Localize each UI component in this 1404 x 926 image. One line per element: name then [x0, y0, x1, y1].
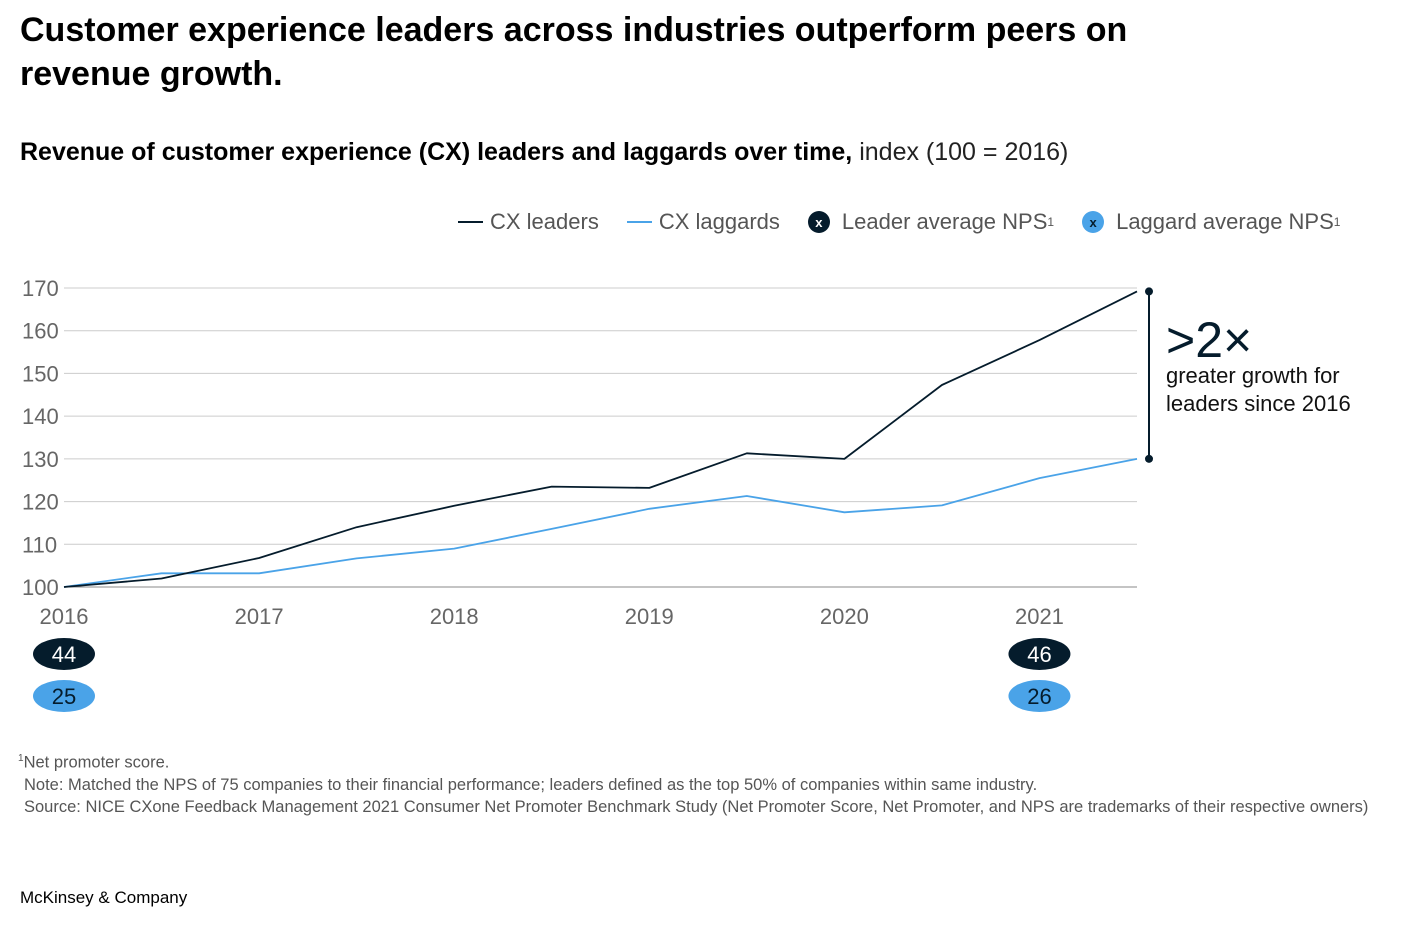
- chart-series: [63, 290, 1138, 588]
- callout-multiplier: >2×: [1166, 312, 1253, 368]
- legend-item-laggards: CX laggards: [626, 209, 780, 235]
- legend-sup-laggard: 1: [1333, 215, 1341, 229]
- footnote-1-text: Net promoter score.: [23, 753, 170, 772]
- x-tick-label: 2017: [235, 604, 284, 629]
- footnote-1: 1Net promoter score.: [18, 748, 1378, 774]
- y-tick-label: 150: [22, 361, 59, 386]
- x-tick-label: 2020: [820, 604, 869, 629]
- chart-subtitle: Revenue of customer experience (CX) lead…: [20, 138, 1068, 167]
- leaders-line: [63, 290, 1138, 588]
- laggard-nps-value: 25: [52, 684, 76, 709]
- brand-logo-text: McKinsey & Company: [20, 888, 188, 907]
- bracket-top-dot: [1145, 287, 1153, 296]
- y-tick-label: 140: [22, 404, 59, 429]
- laggard-nps-marker-icon: x: [1082, 211, 1105, 233]
- legend-label-leaders: CX leaders: [490, 209, 599, 234]
- laggard-nps-value: 26: [1027, 684, 1051, 709]
- x-tick-label: 2018: [430, 604, 479, 629]
- legend-label-laggard-nps: Laggard average NPS: [1116, 209, 1334, 234]
- legend-item-laggard-nps: x Laggard average NPS 1: [1082, 209, 1340, 235]
- growth-bracket: [1145, 287, 1153, 463]
- legend-sup-leader: 1: [1047, 215, 1055, 229]
- leader-nps-badge: [33, 638, 95, 670]
- subtitle-light: index (100 = 2016): [859, 138, 1069, 166]
- y-axis: 100 110 120 130 140 150 160 170: [22, 276, 59, 600]
- legend-line-laggards-icon: [626, 221, 652, 223]
- laggard-nps-badge: [1008, 680, 1071, 712]
- leader-nps-value: 44: [52, 642, 76, 667]
- x-axis: 2016 2017 2018 2019 2020 2021: [40, 604, 1064, 629]
- chart-legend: CX leaders CX laggards x Leader average …: [458, 206, 1340, 238]
- y-tick-label: 110: [22, 532, 57, 557]
- y-tick-label: 100: [22, 575, 59, 600]
- footnote-note: Note: Matched the NPS of 75 companies to…: [24, 775, 1038, 794]
- y-tick-label: 130: [22, 447, 59, 472]
- footnote-1-marker: 1: [18, 753, 24, 764]
- legend-line-leaders-icon: [458, 221, 483, 223]
- y-tick-label: 160: [22, 319, 59, 344]
- legend-label-leader-nps: Leader average NPS: [841, 209, 1048, 234]
- leader-nps-value: 46: [1027, 642, 1051, 667]
- legend-item-leader-nps: x Leader average NPS 1: [807, 209, 1055, 235]
- leader-nps-marker-icon: x: [807, 211, 830, 233]
- legend-label-laggards: CX laggards: [658, 209, 780, 234]
- subtitle-bold: Revenue of customer experience (CX) lead…: [20, 138, 853, 166]
- chart-grid: [64, 287, 1137, 588]
- x-tick-label: 2021: [1015, 604, 1064, 629]
- x-tick-label: 2016: [40, 604, 89, 629]
- x-tick-label: 2019: [625, 604, 674, 629]
- legend-item-leaders: CX leaders: [458, 209, 599, 235]
- bracket-bottom-dot: [1145, 454, 1153, 463]
- laggards-line: [63, 458, 1138, 588]
- footnote-source: Source: NICE CXone Feedback Management 2…: [24, 797, 1369, 816]
- y-tick-label: 120: [22, 490, 59, 515]
- y-tick-label: 170: [22, 276, 59, 301]
- laggard-nps-badge: [33, 680, 95, 712]
- callout-text: greater growth for leaders since 2016: [1166, 363, 1351, 416]
- page-title: Customer experience leaders across indus…: [20, 11, 1128, 93]
- leader-nps-badge: [1008, 638, 1071, 670]
- nps-badges: 44 46 25 26: [33, 638, 1071, 712]
- footnotes: 1Net promoter score. Note: Matched the N…: [18, 748, 1378, 818]
